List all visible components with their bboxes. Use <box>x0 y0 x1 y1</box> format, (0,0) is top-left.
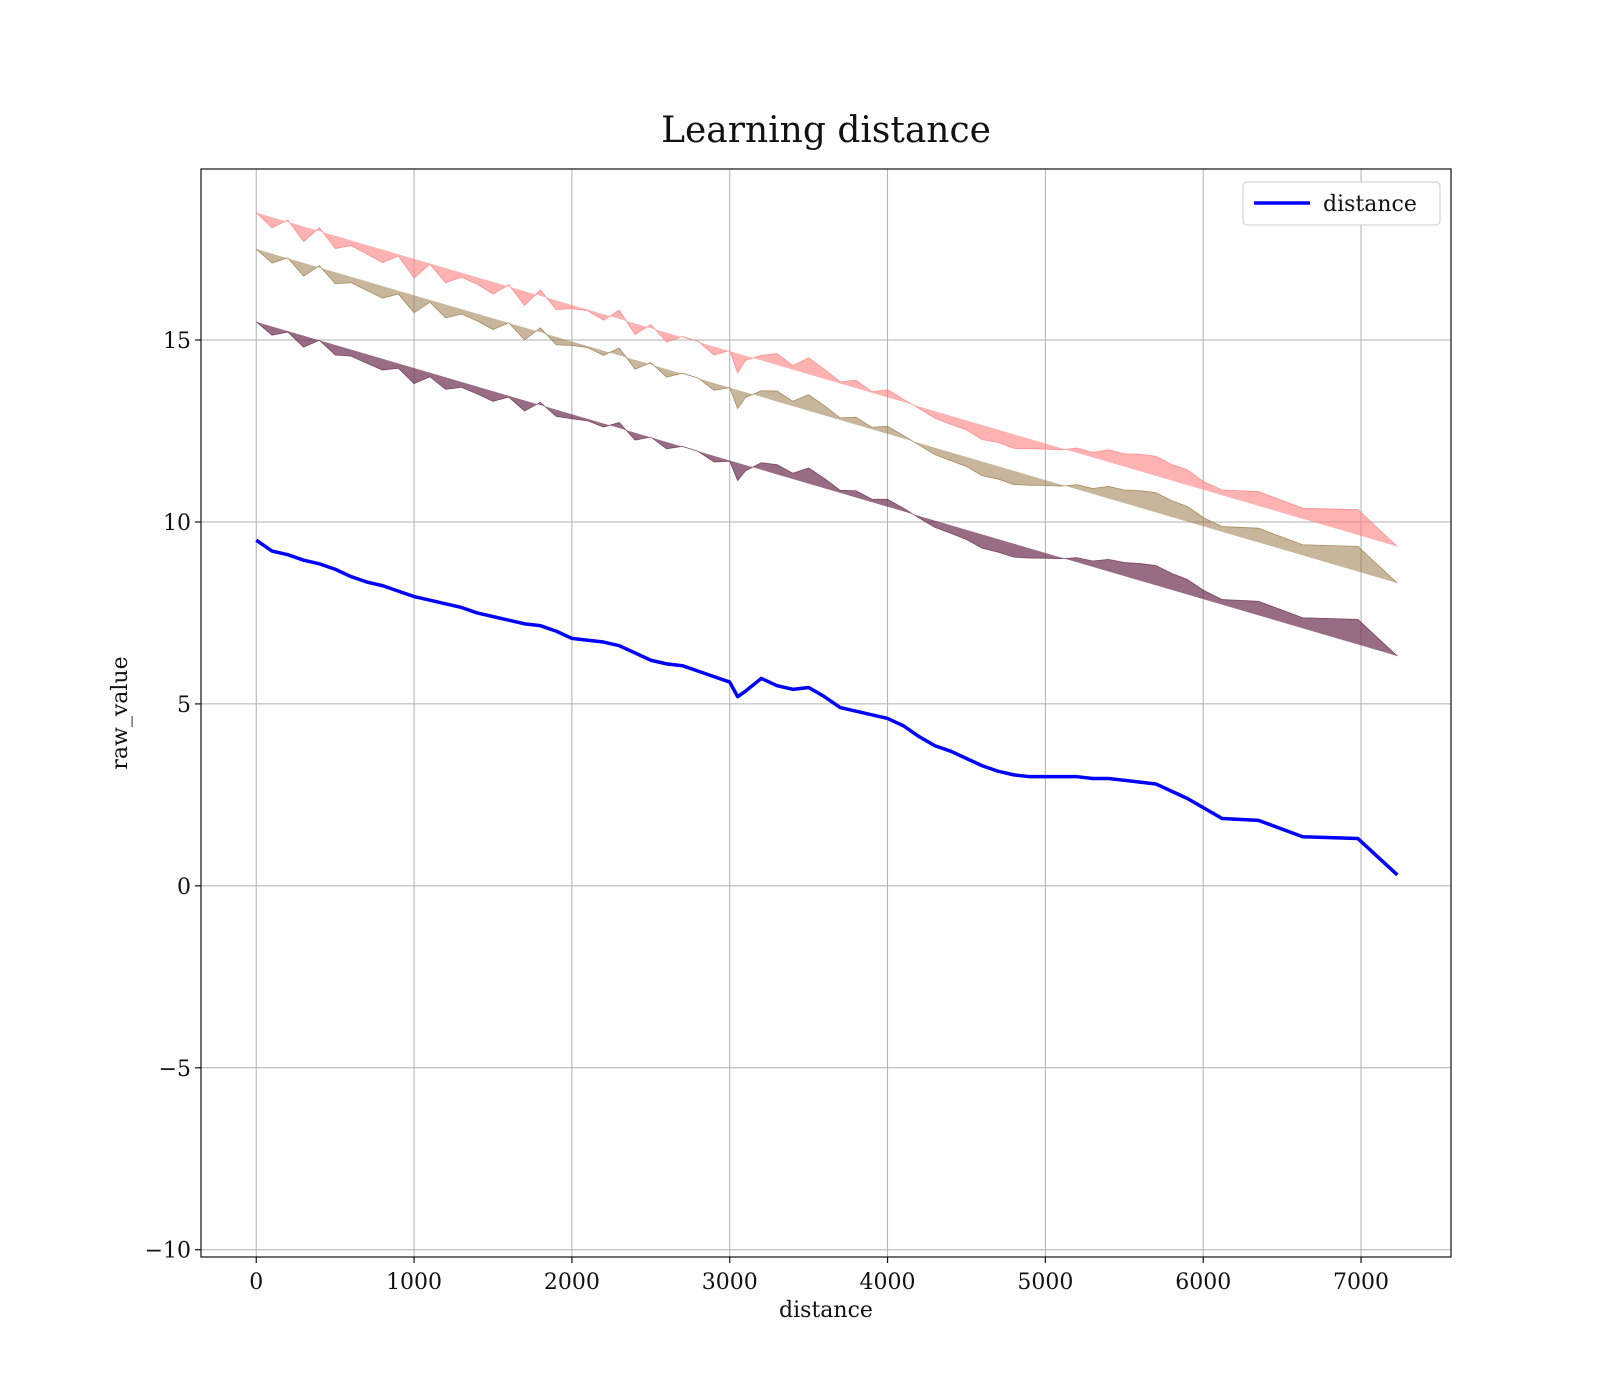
confidence-bands <box>255 212 1398 657</box>
legend: distance <box>1242 181 1441 226</box>
band-outer <box>255 212 1398 547</box>
band-middle <box>255 248 1398 584</box>
x-tick-label: 5000 <box>1017 1270 1073 1295</box>
x-tick-label: 3000 <box>702 1270 758 1295</box>
grid <box>201 169 1451 1257</box>
plot-frame <box>200 168 1452 1258</box>
y-axis-ticks: −10 −5 0 5 10 15 <box>145 329 201 1264</box>
y-tick-label: 0 <box>177 875 191 900</box>
x-tick-label: 4000 <box>860 1270 916 1295</box>
x-axis-ticks: 0 1000 2000 3000 4000 5000 6000 7000 <box>249 1257 1389 1295</box>
line-series <box>255 538 1399 877</box>
band-inner <box>255 321 1398 657</box>
y-tick-label: 15 <box>163 329 191 354</box>
x-tick-label: 1000 <box>386 1270 442 1295</box>
legend-box <box>1242 181 1441 226</box>
y-tick-label: −10 <box>145 1239 191 1264</box>
x-axis-label: distance <box>779 1298 873 1323</box>
x-tick-label: 2000 <box>544 1270 600 1295</box>
chart-title: Learning distance <box>661 110 991 151</box>
series-line-distance <box>255 538 1399 877</box>
x-tick-label: 7000 <box>1333 1270 1389 1295</box>
y-tick-label: 10 <box>163 511 191 536</box>
legend-label-distance: distance <box>1323 192 1417 217</box>
y-axis-label: raw_value <box>108 656 133 769</box>
x-tick-label: 6000 <box>1175 1270 1231 1295</box>
y-tick-label: −5 <box>159 1057 191 1082</box>
x-tick-label: 0 <box>249 1270 263 1295</box>
y-tick-label: 5 <box>177 693 191 718</box>
